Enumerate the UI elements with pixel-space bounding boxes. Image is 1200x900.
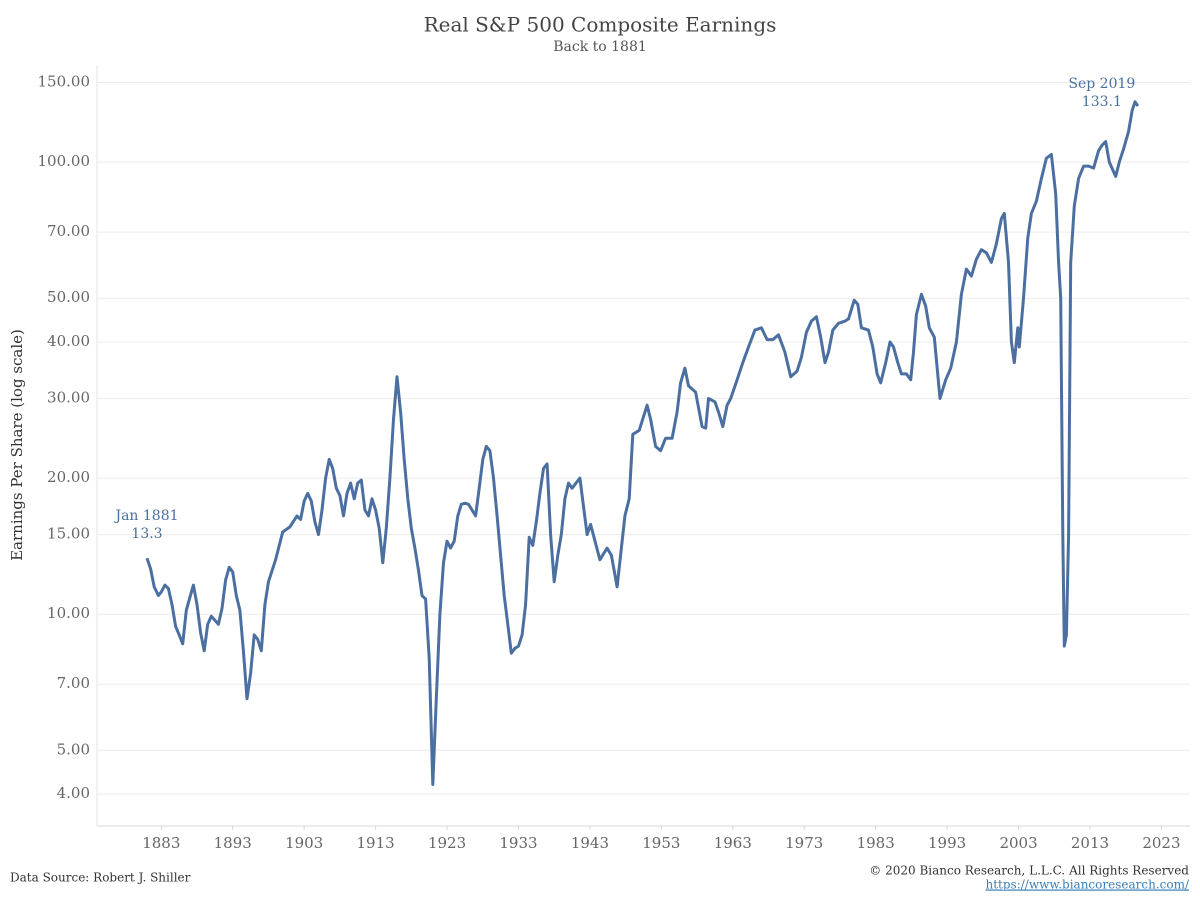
x-tick-label: 1973: [785, 834, 823, 852]
x-tick-label: 1953: [642, 834, 680, 852]
y-tick-label: 5.00: [57, 740, 90, 758]
y-tick-label: 40.00: [47, 332, 90, 350]
y-tick-label: 10.00: [47, 604, 90, 622]
y-tick-label: 70.00: [47, 222, 90, 240]
y-tick-label: 100.00: [38, 152, 91, 170]
y-tick-label: 150.00: [38, 73, 91, 91]
y-tick-label: 20.00: [47, 468, 90, 486]
x-tick-label: 1883: [142, 834, 180, 852]
x-tick-label: 2023: [1142, 834, 1180, 852]
x-tick-label: 1963: [714, 834, 752, 852]
y-tick-label: 4.00: [57, 784, 90, 802]
x-tick-label: 1943: [571, 834, 609, 852]
y-tick-label: 50.00: [47, 288, 90, 306]
y-tick-label: 15.00: [47, 525, 90, 543]
source-note: Data Source: Robert J. Shiller: [10, 871, 191, 885]
x-tick-label: 2003: [999, 834, 1037, 852]
x-tick-label: 2013: [1071, 834, 1109, 852]
annotation-date: Sep 2019: [1068, 76, 1135, 92]
chart-title: Real S&P 500 Composite Earnings: [424, 13, 777, 37]
annotation-value: 13.3: [131, 526, 162, 542]
copyright-note: © 2020 Bianco Research, L.L.C. All Right…: [869, 864, 1189, 878]
x-tick-label: 1933: [499, 834, 537, 852]
y-tick-label: 30.00: [47, 389, 90, 407]
x-tick-label: 1903: [285, 834, 323, 852]
source-url[interactable]: https://www.biancoresearch.com/: [985, 878, 1189, 892]
series-line: [145, 100, 1140, 786]
x-tick-label: 1913: [357, 834, 395, 852]
x-tick-label: 1983: [857, 834, 895, 852]
x-tick-label: 1993: [928, 834, 966, 852]
x-tick-label: 1923: [428, 834, 466, 852]
y-axis-label: Earnings Per Share (log scale): [8, 329, 26, 561]
annotation-value: 133.1: [1082, 94, 1122, 110]
y-tick-label: 7.00: [57, 674, 90, 692]
annotation-date: Jan 1881: [113, 508, 178, 524]
chart-subtitle: Back to 1881: [553, 39, 647, 55]
x-tick-label: 1893: [214, 834, 252, 852]
